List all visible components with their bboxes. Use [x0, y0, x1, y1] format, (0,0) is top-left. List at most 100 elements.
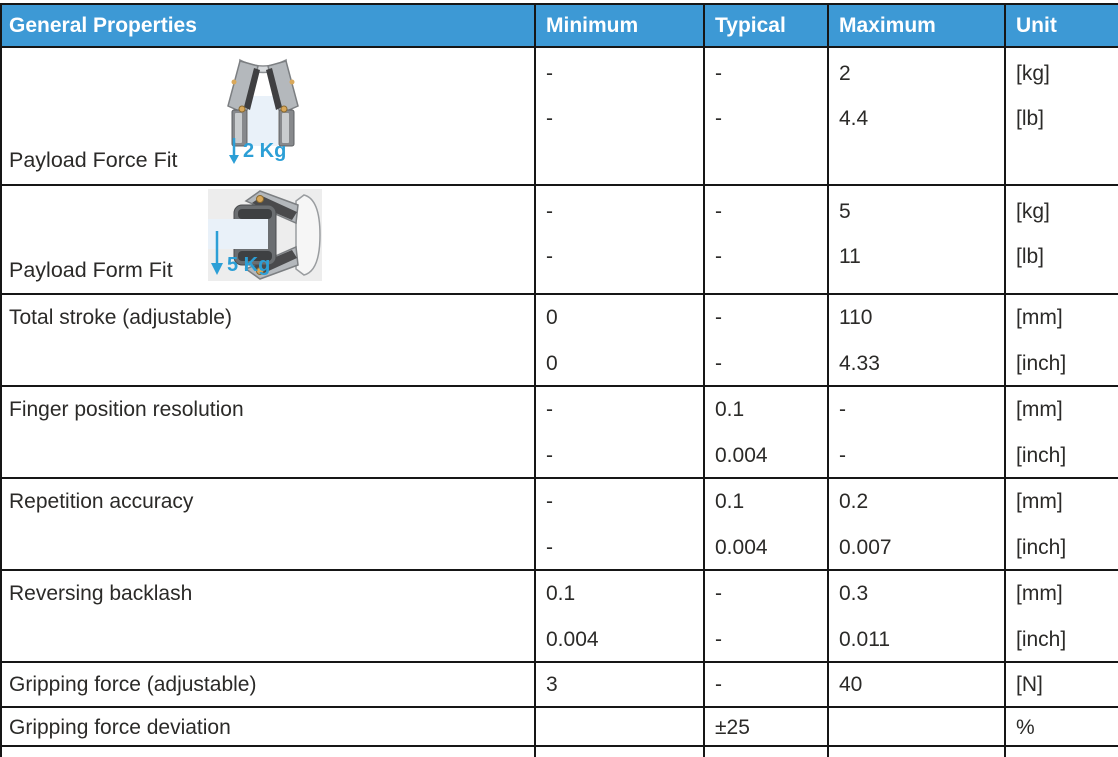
- unit-cell: [kg] [lb]: [1004, 48, 1118, 184]
- table-row-total-stroke: Total stroke (adjustable) 0 0 - - 110 4.…: [2, 295, 1118, 387]
- payload-weight-label: 5 Kg: [227, 254, 271, 276]
- typical-cell: -: [703, 663, 827, 707]
- cell-value: 110: [839, 306, 873, 329]
- cell-value: 0.004: [715, 444, 768, 467]
- label-cell: [2, 747, 534, 757]
- header-minimum: Minimum: [534, 5, 703, 46]
- cell-value: [inch]: [1016, 628, 1067, 651]
- cell-value: [mm]: [1016, 398, 1063, 421]
- maximum-cell: 110 4.33: [827, 295, 1004, 387]
- cell-value: -: [546, 200, 553, 223]
- payload-weight-label: 2 Kg: [243, 140, 287, 162]
- cell-value: 0.007: [839, 536, 892, 559]
- row-label: Payload Force Fit: [9, 148, 178, 172]
- unit-cell: [mm] [inch]: [1004, 295, 1118, 387]
- label-cell: Total stroke (adjustable): [2, 295, 534, 387]
- label-cell: Gripping force deviation: [2, 708, 534, 748]
- maximum-cell: [827, 747, 1004, 757]
- table-row-gripping-force: Gripping force (adjustable) 3 - 40 [N]: [2, 663, 1118, 708]
- unit-cell: [1004, 747, 1118, 757]
- maximum-cell: 5 11: [827, 186, 1004, 293]
- header-maximum: Maximum: [827, 5, 1004, 46]
- minimum-cell: [534, 708, 703, 748]
- cell-value: 2: [839, 62, 851, 85]
- unit-cell: [mm] [inch]: [1004, 387, 1118, 479]
- cell-value: -: [546, 490, 553, 513]
- label-cell: 5 Kg Payload Form Fit: [2, 186, 534, 293]
- row-label: Gripping force (adjustable): [9, 673, 257, 696]
- cell-value: -: [546, 107, 553, 130]
- cell-value: ±25: [715, 716, 750, 739]
- down-arrow-icon: [211, 231, 223, 275]
- cell-value: -: [839, 444, 846, 467]
- unit-cell: [N]: [1004, 663, 1118, 707]
- cell-value: -: [715, 582, 722, 605]
- maximum-cell: 0.3 0.011: [827, 571, 1004, 663]
- down-arrow-icon: [229, 138, 239, 164]
- maximum-cell: 40: [827, 663, 1004, 707]
- label-cell: Repetition accuracy: [2, 479, 534, 571]
- cell-value: [inch]: [1016, 536, 1067, 559]
- minimum-cell: 0 0: [534, 295, 703, 387]
- typical-cell: 0.1 0.004: [703, 387, 827, 479]
- cell-value: [kg]: [1016, 62, 1050, 85]
- cell-value: [mm]: [1016, 306, 1063, 329]
- cell-value: -: [715, 62, 722, 85]
- header-typical: Typical: [703, 5, 827, 46]
- cell-value: -: [839, 398, 846, 421]
- typical-cell: - -: [703, 295, 827, 387]
- payload-force-fit-badge: 2 Kg: [228, 137, 286, 165]
- table-row-partial: [2, 747, 1118, 757]
- maximum-cell: 2 4.4: [827, 48, 1004, 184]
- cell-value: 0.011: [839, 628, 890, 651]
- minimum-cell: - -: [534, 479, 703, 571]
- cell-value: -: [715, 352, 722, 375]
- typical-cell: ±25: [703, 708, 827, 748]
- label-cell: Finger position resolution: [2, 387, 534, 479]
- table-row-reversing-backlash: Reversing backlash 0.1 0.004 - - 0.3 0.0…: [2, 571, 1118, 663]
- row-label: Gripping force deviation: [9, 716, 231, 739]
- typical-cell: 0.1 0.004: [703, 479, 827, 571]
- minimum-cell: - -: [534, 186, 703, 293]
- header-unit: Unit: [1004, 5, 1118, 46]
- table-row-repetition-accuracy: Repetition accuracy - - 0.1 0.004 0.2 0.…: [2, 479, 1118, 571]
- minimum-cell: 3: [534, 663, 703, 707]
- unit-cell: [mm] [inch]: [1004, 571, 1118, 663]
- maximum-cell: [827, 708, 1004, 748]
- cell-value: 11: [839, 245, 861, 268]
- payload-force-fit-image: [204, 52, 322, 148]
- table-row-payload-form-fit: 5 Kg Payload Form Fit - - - - 5 11 [kg] …: [2, 186, 1118, 295]
- row-label: Payload Form Fit: [9, 258, 173, 282]
- cell-value: 0.3: [839, 582, 869, 605]
- force-fit-gripper-illustration: [227, 58, 299, 147]
- row-label: Repetition accuracy: [9, 490, 194, 513]
- cell-value: %: [1016, 716, 1035, 739]
- cell-value: -: [546, 398, 553, 421]
- typical-cell: [703, 747, 827, 757]
- minimum-cell: [534, 747, 703, 757]
- cell-value: 0.004: [546, 628, 599, 651]
- typical-cell: - -: [703, 571, 827, 663]
- label-cell: 2 Kg Payload Force Fit: [2, 48, 534, 184]
- unit-cell: [mm] [inch]: [1004, 479, 1118, 571]
- cell-value: -: [715, 245, 722, 268]
- payload-form-fit-badge: 5 Kg: [210, 230, 270, 276]
- cell-value: 3: [546, 673, 558, 696]
- cell-value: 4.33: [839, 352, 880, 375]
- table-row-gripping-force-deviation: Gripping force deviation ±25 %: [2, 708, 1118, 748]
- cell-value: [lb]: [1016, 245, 1045, 268]
- cell-value: -: [715, 673, 722, 696]
- cell-value: 0.1: [546, 582, 576, 605]
- minimum-cell: - -: [534, 387, 703, 479]
- cell-value: -: [715, 200, 722, 223]
- cell-value: [kg]: [1016, 200, 1050, 223]
- row-label: Finger position resolution: [9, 398, 244, 421]
- cell-value: -: [546, 444, 553, 467]
- cell-value: -: [715, 628, 722, 651]
- unit-cell: [kg] [lb]: [1004, 186, 1118, 293]
- table-row-finger-position-resolution: Finger position resolution - - 0.1 0.004…: [2, 387, 1118, 479]
- maximum-cell: 0.2 0.007: [827, 479, 1004, 571]
- typical-cell: - -: [703, 186, 827, 293]
- minimum-cell: 0.1 0.004: [534, 571, 703, 663]
